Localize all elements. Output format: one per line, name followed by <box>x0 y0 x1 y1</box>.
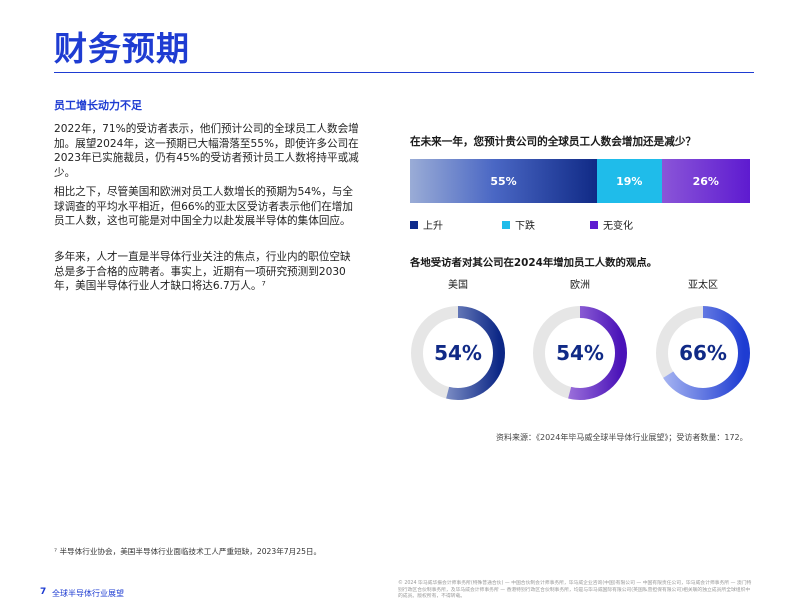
region-label-apac: 亚太区 <box>688 280 718 291</box>
legend-label-down: 下跌 <box>515 221 535 232</box>
region-label-us: 美国 <box>448 280 468 291</box>
body-paragraph-1: 2022年，71%的受访者表示，他们预计公司的全球员工人数会增加。展望2024年… <box>54 123 359 179</box>
section-heading: 员工增长动力不足 <box>54 99 142 112</box>
legend-item-no-change: 无变化 <box>590 217 633 232</box>
footer-page-number: 7 <box>40 587 47 597</box>
donut-chart-apac: 66% <box>655 305 751 401</box>
footer-title: 全球半导体行业展望 <box>52 589 124 598</box>
bar-segment-down: 19% <box>597 159 662 203</box>
donut-value-europe: 54% <box>556 341 604 365</box>
bar-chart-title: 在未来一年，您预计贵公司的全球员工人数会增加还是减少？ <box>410 136 697 148</box>
page-title: 财务预期 <box>54 29 190 68</box>
legend-swatch-down <box>502 220 510 229</box>
donut-value-apac: 66% <box>679 341 727 365</box>
body-paragraph-2: 相比之下，尽管美国和欧洲对员工人数增长的预期为54%，与全球调查的平均水平相近，… <box>54 186 353 227</box>
body-paragraph-3: 多年来，人才一直是半导体行业关注的焦点，行业内的职位空缺总是多于合格的应聘者。事… <box>54 251 351 292</box>
legend-swatch-no-change <box>590 220 598 229</box>
donut-svg-apac <box>656 306 750 400</box>
bar-legend: 上升 下跌 无变化 <box>410 217 750 232</box>
chart-source: 资料来源：《2024年毕马威全球半导体行业展望》；受访者数量：172。 <box>496 433 748 442</box>
donut-chart-europe: 54% <box>532 305 628 401</box>
donut-arc <box>533 306 627 400</box>
legend-label-up: 上升 <box>423 221 443 232</box>
legend-swatch-up <box>410 220 418 229</box>
bar-segment-up: 55% <box>410 159 597 203</box>
donut-arc <box>411 306 505 400</box>
footnote: ⁷ 半导体行业协会，美国半导体行业面临技术工人严重短缺，2023年7月25日。 <box>54 547 322 556</box>
footer-legal-text: © 2024 毕马威华振会计师事务所(特殊普通合伙) — 中国合伙制会计师事务所… <box>398 581 752 600</box>
bar-segment-no-change: 26% <box>661 159 750 203</box>
donut-svg-us <box>411 306 505 400</box>
legend-label-no-change: 无变化 <box>603 221 633 232</box>
legend-item-up: 上升 <box>410 217 443 232</box>
region-label-europe: 欧洲 <box>570 280 590 291</box>
title-divider <box>54 72 754 73</box>
donut-value-us: 54% <box>434 341 482 365</box>
stacked-bar: 55% 19% 26% <box>410 159 750 203</box>
donut-chart-us: 54% <box>410 305 506 401</box>
legend-item-down: 下跌 <box>502 217 535 232</box>
donut-svg-europe <box>533 306 627 400</box>
donut-arc <box>656 306 750 400</box>
donut-charts-title: 各地受访者对其公司在2024年增加员工人数的观点。 <box>410 257 658 269</box>
